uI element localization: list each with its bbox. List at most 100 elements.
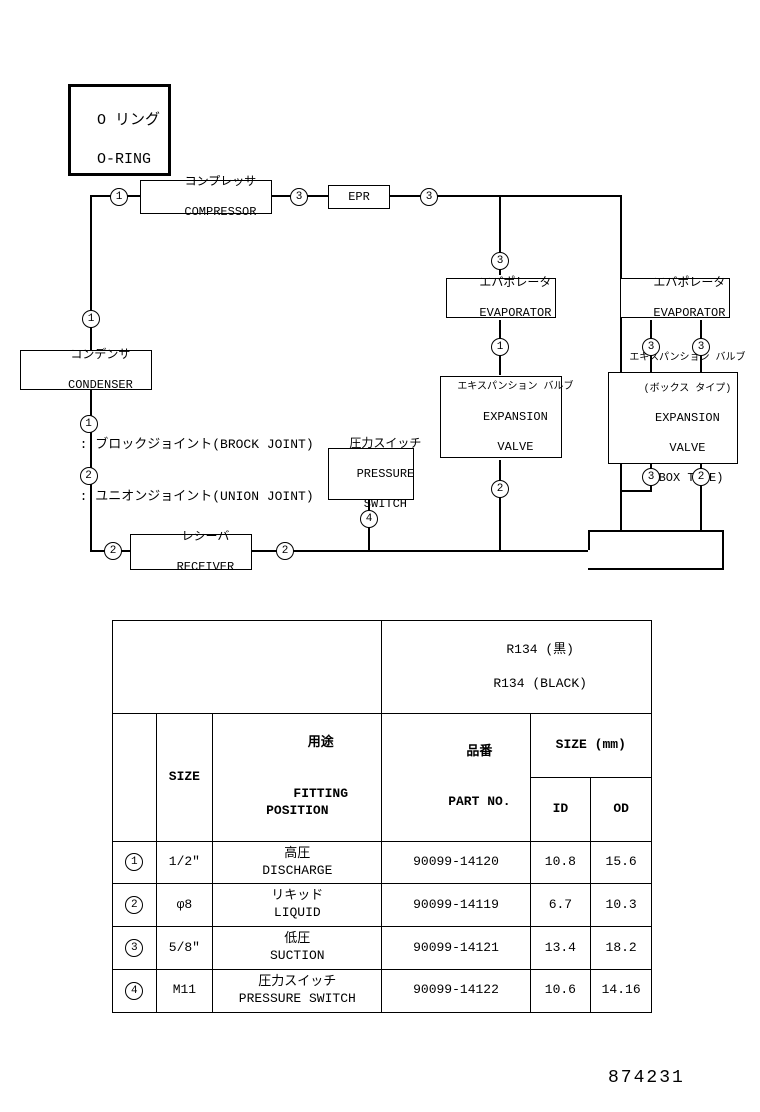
receiver-en: RECEIVER bbox=[177, 560, 235, 574]
row-id: 10.6 bbox=[530, 970, 591, 1013]
expvalve-boxtype-box: エキスパンション バルブ (ボックス タイプ) EXPANSION VALVE … bbox=[608, 372, 738, 464]
expvalve-box-en3: (BOX TYPE) bbox=[651, 471, 723, 485]
table-row: 2 φ8 リキッド LIQUID 90099-14119 6.7 10.3 bbox=[113, 884, 652, 927]
line bbox=[588, 530, 590, 550]
row-od: 15.6 bbox=[591, 841, 652, 884]
r134-jp: R134 (黒) bbox=[506, 642, 574, 657]
row-fit-jp: リキッド bbox=[271, 888, 323, 903]
row-pn: 90099-14120 bbox=[382, 841, 530, 884]
line bbox=[700, 530, 724, 532]
row-od: 14.16 bbox=[591, 970, 652, 1013]
pswitch-jp: 圧力スイッチ bbox=[349, 437, 421, 451]
line bbox=[499, 460, 501, 550]
row-size: φ8 bbox=[156, 884, 212, 927]
col-od: OD bbox=[591, 778, 652, 842]
row-fit-en: PRESSURE SWITCH bbox=[239, 991, 356, 1006]
legend-num-2: 2 bbox=[80, 467, 98, 485]
row-pn: 90099-14122 bbox=[382, 970, 530, 1013]
table-row: 4 M11 圧力スイッチPRESSURE SWITCH 90099-14122 … bbox=[113, 970, 652, 1013]
col-id: ID bbox=[530, 778, 591, 842]
marker-2: 2 bbox=[491, 480, 509, 498]
expvalve-en2: VALVE bbox=[497, 440, 533, 454]
evap1-box: エバポレータ EVAPORATOR bbox=[446, 278, 556, 318]
row-fit-en: LIQUID bbox=[274, 905, 321, 920]
r134-en: R134 (BLACK) bbox=[493, 676, 587, 691]
expvalve-box: エキスパンション バルブ EXPANSION VALVE bbox=[440, 376, 562, 458]
expvalve-jp: エキスパンション バルブ bbox=[457, 382, 573, 393]
marker-2: 2 bbox=[276, 542, 294, 560]
evap2-box: エバポレータ EVAPORATOR bbox=[620, 278, 730, 318]
col-partno-en: PART NO. bbox=[448, 794, 510, 809]
pswitch-box: 圧力スイッチ PRESSURE SWITCH bbox=[328, 448, 414, 500]
marker-1: 1 bbox=[110, 188, 128, 206]
pswitch-en1: PRESSURE bbox=[357, 467, 415, 481]
parts-table: R134 (黒) R134 (BLACK) SIZE 用途 FITTING PO… bbox=[112, 620, 652, 1013]
table-row: 1 1/2" 高圧 DISCHARGE 90099-14120 10.8 15.6 bbox=[113, 841, 652, 884]
row-num: 4 bbox=[125, 982, 143, 1000]
row-fit-jp: 圧力スイッチ bbox=[258, 974, 336, 989]
marker-3: 3 bbox=[491, 252, 509, 270]
pswitch-en2: SWITCH bbox=[364, 497, 407, 511]
expvalve-box-en1: EXPANSION bbox=[655, 411, 720, 425]
line bbox=[722, 530, 724, 570]
col-fitting-en: FITTING POSITION bbox=[266, 786, 348, 818]
marker-3: 3 bbox=[290, 188, 308, 206]
row-od: 10.3 bbox=[591, 884, 652, 927]
marker-4: 4 bbox=[360, 510, 378, 528]
evap2-jp: エバポレータ bbox=[653, 276, 725, 290]
col-partno-jp: 品番 bbox=[466, 744, 492, 759]
col-sizemm: SIZE (mm) bbox=[530, 714, 651, 778]
row-size: 5/8" bbox=[156, 927, 212, 970]
condenser-box: コンデンサ CONDENSER bbox=[20, 350, 152, 390]
row-pn: 90099-14121 bbox=[382, 927, 530, 970]
row-od: 18.2 bbox=[591, 927, 652, 970]
expvalve-box-en2: VALVE bbox=[669, 441, 705, 455]
row-size: M11 bbox=[156, 970, 212, 1013]
row-size: 1/2" bbox=[156, 841, 212, 884]
compressor-en: COMPRESSOR bbox=[184, 205, 256, 219]
evap2-en: EVAPORATOR bbox=[653, 306, 725, 320]
legend-text-1: : ブロックジョイント(BROCK JOINT) bbox=[80, 437, 314, 452]
expvalve-en1: EXPANSION bbox=[483, 410, 548, 424]
marker-3: 3 bbox=[420, 188, 438, 206]
condenser-en: CONDENSER bbox=[68, 378, 133, 392]
marker-3: 3 bbox=[642, 338, 660, 356]
marker-2: 2 bbox=[104, 542, 122, 560]
row-pn: 90099-14119 bbox=[382, 884, 530, 927]
row-fit-jp: 低圧 bbox=[284, 931, 310, 946]
legend: 1 : ブロックジョイント(BROCK JOINT) 2 : ユニオンジョイント… bbox=[64, 400, 314, 504]
title-jp: O リング bbox=[97, 112, 160, 129]
row-num: 1 bbox=[125, 853, 143, 871]
legend-num-1: 1 bbox=[80, 415, 98, 433]
row-fit-jp: 高圧 bbox=[284, 846, 310, 861]
epr-box: EPR bbox=[328, 185, 390, 209]
expvalve-box-jp2: (ボックス タイプ) bbox=[644, 384, 732, 395]
row-id: 10.8 bbox=[530, 841, 591, 884]
row-num: 3 bbox=[125, 939, 143, 957]
compressor-jp: コンプレッサ bbox=[185, 175, 257, 189]
condenser-jp: コンデンサ bbox=[70, 348, 130, 362]
col-fitting-jp: 用途 bbox=[308, 735, 334, 750]
table-row: 3 5/8" 低圧 SUCTION 90099-14121 13.4 18.2 bbox=[113, 927, 652, 970]
receiver-jp: レシーバ bbox=[181, 530, 229, 544]
row-id: 13.4 bbox=[530, 927, 591, 970]
compressor-box: コンプレッサ COMPRESSOR bbox=[140, 180, 272, 214]
evap1-en: EVAPORATOR bbox=[479, 306, 551, 320]
marker-3: 3 bbox=[692, 338, 710, 356]
marker-2: 2 bbox=[692, 468, 710, 486]
row-num: 2 bbox=[125, 896, 143, 914]
evap1-jp: エバポレータ bbox=[479, 276, 551, 290]
line bbox=[588, 568, 724, 570]
row-id: 6.7 bbox=[530, 884, 591, 927]
title-en: O-RING bbox=[97, 151, 151, 168]
epr-label: EPR bbox=[348, 190, 370, 205]
col-size: SIZE bbox=[156, 714, 212, 841]
line bbox=[250, 550, 588, 552]
row-fit-en: SUCTION bbox=[270, 948, 325, 963]
page-number: 874231 bbox=[608, 1068, 685, 1088]
marker-1: 1 bbox=[82, 310, 100, 328]
legend-text-2: : ユニオンジョイント(UNION JOINT) bbox=[80, 489, 314, 504]
marker-1: 1 bbox=[491, 338, 509, 356]
row-fit-en: DISCHARGE bbox=[262, 863, 332, 878]
marker-3: 3 bbox=[642, 468, 660, 486]
